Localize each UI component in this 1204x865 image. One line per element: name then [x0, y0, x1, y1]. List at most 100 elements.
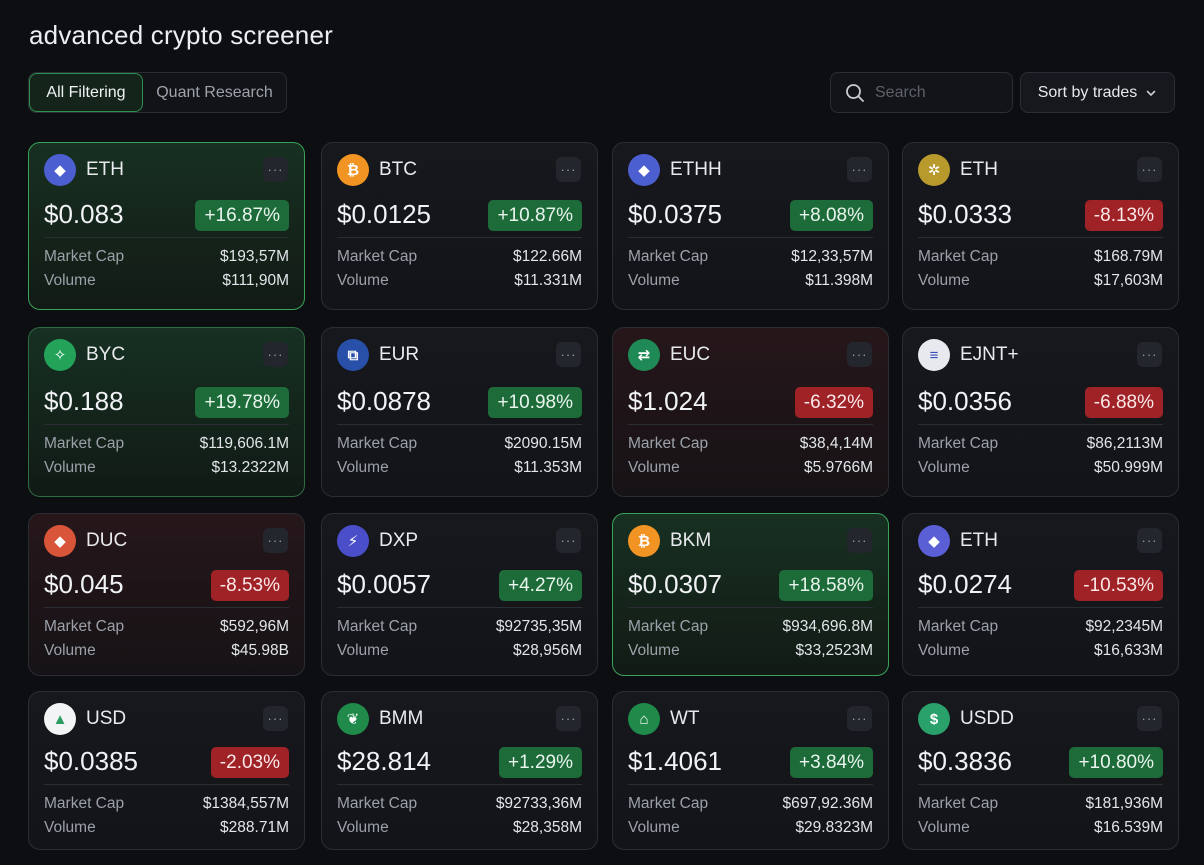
market-cap-row: Market Cap $38,4,14M [628, 435, 873, 453]
more-options-button[interactable]: ··· [847, 342, 872, 367]
volume-row: Volume $11.331M [337, 272, 582, 290]
coin-card[interactable]: ✧ BYC ··· $0.188 +19.78% Market Cap $119… [28, 327, 305, 497]
coin-symbol: EJNT+ [960, 344, 1019, 365]
card-divider [918, 237, 1163, 238]
price-change-badge: -6.88% [1084, 387, 1163, 418]
card-divider [44, 784, 289, 785]
coin-card[interactable]: ⇄ EUC ··· $1.024 -6.32% Market Cap $38,4… [612, 327, 889, 497]
market-cap-label: Market Cap [337, 795, 418, 812]
more-options-button[interactable]: ··· [847, 706, 872, 731]
coin-card[interactable]: ❦ BMM ··· $28.814 +1.29% Market Cap $927… [321, 691, 598, 850]
tab-all-filtering[interactable]: All Filtering [29, 73, 143, 112]
more-options-button[interactable]: ··· [263, 342, 288, 367]
coin-card[interactable]: ◆ ETH ··· $0.0274 -10.53% Market Cap $92… [902, 513, 1179, 676]
coin-card[interactable]: ₿ BKM ··· $0.0307 +18.58% Market Cap $93… [612, 513, 889, 676]
market-cap-row: Market Cap $2090.15M [337, 435, 582, 453]
more-options-button[interactable]: ··· [847, 157, 872, 182]
search-box[interactable] [830, 72, 1013, 113]
coin-card[interactable]: $ USDD ··· $0.3836 +10.80% Market Cap $1… [902, 691, 1179, 850]
more-options-button[interactable]: ··· [1137, 528, 1162, 553]
market-cap-row: Market Cap $697,92.36M [628, 795, 873, 813]
coin-header: ⌂ WT [628, 703, 700, 735]
market-cap-value: $2090.15M [504, 435, 582, 452]
coin-header: $ USDD [918, 703, 1014, 735]
market-cap-row: Market Cap $122.66M [337, 248, 582, 266]
more-options-button[interactable]: ··· [556, 157, 581, 182]
coin-price: $0.083 [44, 199, 124, 229]
coin-price: $0.0375 [628, 199, 722, 229]
card-divider [628, 424, 873, 425]
coin-card[interactable]: ✲ ETH ··· $0.0333 -8.13% Market Cap $168… [902, 142, 1179, 310]
market-cap-row: Market Cap $1384,557M [44, 795, 289, 813]
market-cap-value: $181,936M [1085, 795, 1163, 812]
coin-card[interactable]: ⌂ WT ··· $1.4061 +3.84% Market Cap $697,… [612, 691, 889, 850]
coin-price: $1.024 [628, 386, 708, 416]
volume-value: $11.331M [514, 272, 582, 289]
coin-price: $0.0125 [337, 199, 431, 229]
market-cap-label: Market Cap [44, 248, 125, 265]
coin-header: ▲ USD [44, 703, 126, 735]
coin-price: $0.0385 [44, 746, 138, 776]
volume-label: Volume [44, 459, 96, 476]
more-options-button[interactable]: ··· [556, 342, 581, 367]
volume-row: Volume $50.999M [918, 459, 1163, 477]
volume-label: Volume [337, 272, 389, 289]
more-options-button[interactable]: ··· [556, 706, 581, 731]
filter-tabs: All Filtering Quant Research [28, 72, 287, 113]
coin-symbol: BKM [670, 530, 712, 551]
market-cap-row: Market Cap $119,606.1M [44, 435, 289, 453]
more-options-button[interactable]: ··· [1137, 342, 1162, 367]
volume-value: $16,633M [1094, 642, 1163, 659]
coin-symbol: USDD [960, 708, 1014, 729]
coin-symbol: ETH [86, 159, 124, 180]
more-options-button[interactable]: ··· [1137, 706, 1162, 731]
market-cap-label: Market Cap [918, 435, 999, 452]
market-cap-label: Market Cap [337, 248, 418, 265]
volume-row: Volume $29.8323M [628, 819, 873, 837]
card-divider [918, 607, 1163, 608]
market-cap-value: $92,2345M [1085, 618, 1163, 635]
more-options-button[interactable]: ··· [263, 706, 288, 731]
tab-quant-research[interactable]: Quant Research [156, 83, 273, 101]
card-divider [337, 237, 582, 238]
market-cap-row: Market Cap $92735,35M [337, 618, 582, 636]
coin-card[interactable]: ◆ ETH ··· $0.083 +16.87% Market Cap $193… [28, 142, 305, 310]
more-options-button[interactable]: ··· [1137, 157, 1162, 182]
dollar-icon: $ [918, 703, 950, 735]
coin-price: $0.045 [44, 569, 124, 599]
coin-card[interactable]: ⚡ DXP ··· $0.0057 +4.27% Market Cap $927… [321, 513, 598, 676]
coin-card[interactable]: ◆ DUC ··· $0.045 -8.53% Market Cap $592,… [28, 513, 305, 676]
more-options-button[interactable]: ··· [847, 528, 872, 553]
page-title: advanced crypto screener [29, 20, 333, 50]
volume-label: Volume [918, 642, 970, 659]
coin-card[interactable]: ₿ BTC ··· $0.0125 +10.87% Market Cap $12… [321, 142, 598, 310]
price-change-badge: +10.80% [1069, 747, 1163, 778]
coin-symbol: BMM [379, 708, 424, 729]
market-cap-value: $1384,557M [202, 795, 289, 812]
volume-label: Volume [44, 819, 96, 836]
sort-dropdown[interactable]: Sort by trades [1020, 72, 1175, 113]
more-options-button[interactable]: ··· [263, 157, 288, 182]
price-change-badge: +19.78% [195, 387, 289, 418]
ethereum-icon: ◆ [44, 154, 76, 186]
coin-price: $28.814 [337, 746, 431, 776]
market-cap-value: $122.66M [513, 248, 582, 265]
volume-label: Volume [628, 459, 680, 476]
more-options-button[interactable]: ··· [556, 528, 581, 553]
coin-card[interactable]: ▲ USD ··· $0.0385 -2.03% Market Cap $138… [28, 691, 305, 850]
market-cap-label: Market Cap [337, 435, 418, 452]
volume-value: $111,90M [222, 272, 289, 289]
coin-price: $0.3836 [918, 746, 1012, 776]
coin-card[interactable]: ≡ EJNT+ ··· $0.0356 -6.88% Market Cap $8… [902, 327, 1179, 497]
diamond-icon: ◆ [44, 525, 76, 557]
search-input[interactable] [875, 83, 995, 102]
exchange-icon: ⇄ [628, 339, 660, 371]
volume-row: Volume $13.2322M [44, 459, 289, 477]
more-options-button[interactable]: ··· [263, 528, 288, 553]
volume-label: Volume [44, 642, 96, 659]
coin-card[interactable]: ◆ ETHH ··· $0.0375 +8.08% Market Cap $12… [612, 142, 889, 310]
coin-card[interactable]: ⧉ EUR ··· $0.0878 +10.98% Market Cap $20… [321, 327, 598, 497]
market-cap-row: Market Cap $193,57M [44, 248, 289, 266]
price-change-badge: +8.08% [790, 200, 873, 231]
card-divider [628, 784, 873, 785]
